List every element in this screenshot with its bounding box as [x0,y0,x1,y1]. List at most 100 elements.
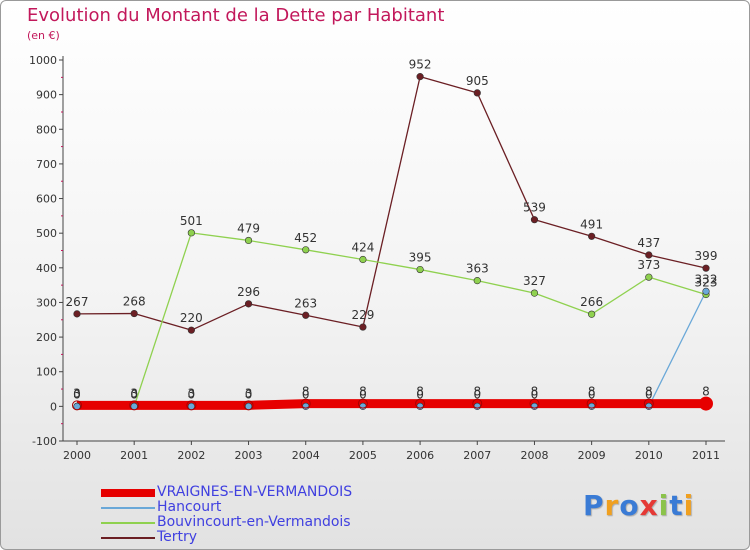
data-point-vraignes-en-vermandois [699,396,713,411]
data-label: 395 [409,251,432,265]
y-tick-label: 300 [36,296,57,309]
data-point-tertry [359,323,367,331]
data-label: 3 [245,386,253,400]
data-point-bouvincourt-en-vermandois [302,246,310,254]
x-tick-label: 2004 [292,449,320,462]
legend-label: Bouvincourt-en-Vermandois [157,514,351,530]
data-point-tertry [244,300,253,308]
data-label: 0 [531,387,539,401]
data-label: 0 [359,387,367,401]
data-label: 479 [237,221,260,235]
series-line-tertry [76,75,707,331]
data-label: 452 [294,231,317,245]
data-point-vraignes-en-vermandois [243,400,254,411]
data-point-bouvincourt-en-vermandois [530,289,539,297]
y-tick-label: 600 [36,193,57,206]
data-point-hancourt [302,402,310,410]
y-tick-label: 0 [50,400,57,413]
data-label: 0 [473,387,481,401]
data-label: 0 [416,387,424,401]
legend-swatch [101,507,155,509]
data-point-vraignes-en-vermandois [129,400,140,411]
y-tick-label: -100 [32,435,57,448]
data-label: 8 [588,385,596,399]
x-tick-label: 2006 [406,449,434,462]
data-point-vraignes-en-vermandois [186,400,197,411]
data-point-vraignes-en-vermandois [357,398,368,409]
data-point-vraignes-en-vermandois [72,400,82,411]
y-tick-label: 500 [36,227,57,240]
y-tick-label: 100 [36,366,57,379]
data-label: 501 [180,214,203,228]
data-point-hancourt [702,287,710,295]
data-label: 8 [531,385,539,399]
data-label: 905 [466,74,489,88]
y-tick-label: 1000 [29,54,57,67]
chart-title: Evolution du Montant de la Dette par Hab… [27,5,445,26]
data-label: 296 [237,285,260,299]
data-point-hancourt [588,402,596,410]
x-tick-label: 2011 [692,449,720,462]
chart-subtitle: (en €) [27,29,60,42]
data-label: 332 [695,272,718,286]
x-tick-label: 2005 [349,449,377,462]
x-tick-label: 2007 [463,449,491,462]
data-point-vraignes-en-vermandois [586,398,597,409]
data-point-hancourt [645,402,653,410]
y-tick-label: 200 [36,331,57,344]
data-label: 3 [188,386,196,400]
series-line-hancourt [77,291,707,408]
data-point-bouvincourt-en-vermandois [244,236,253,245]
data-point-tertry [416,73,424,81]
proxiti-logo: Proxiti [583,489,695,522]
data-point-hancourt [530,402,539,410]
legend-swatch [101,522,155,524]
data-label: 327 [523,274,546,288]
y-tick-label: 800 [36,123,57,136]
data-label: 8 [645,385,653,399]
data-point-tertry [302,311,310,319]
data-label: 491 [580,217,603,231]
data-label: 539 [523,201,546,215]
data-label: 3 [130,386,138,400]
data-point-vraignes-en-vermandois [415,398,426,409]
data-point-bouvincourt-en-vermandois [645,273,653,281]
data-label: 0 [73,387,81,401]
data-point-hancourt [416,402,424,410]
data-point-tertry [473,89,481,97]
data-label: 267 [66,295,89,309]
data-point-bouvincourt-en-vermandois [473,277,481,285]
data-label: 268 [123,295,146,309]
x-tick-label: 2010 [635,449,663,462]
data-point-vraignes-en-vermandois [472,398,483,409]
x-tick-label: 2001 [120,449,148,462]
y-tick-label: 700 [36,158,57,171]
data-point-tertry [187,326,195,334]
data-point-hancourt [473,402,481,410]
x-tick-label: 2008 [520,449,548,462]
legend-swatch [101,537,155,539]
x-tick-label: 2000 [63,449,91,462]
legend-swatch [101,489,155,497]
data-label: 0 [245,387,253,401]
data-point-tertry [588,232,596,240]
data-label: 8 [359,385,367,399]
data-point-vraignes-en-vermandois [529,398,540,409]
data-point-bouvincourt-en-vermandois [359,255,367,264]
data-label: 229 [351,308,374,322]
data-point-bouvincourt-en-vermandois [416,265,424,274]
data-label: 263 [294,296,317,310]
data-label: 266 [580,295,603,309]
data-point-tertry [645,251,653,259]
data-point-bouvincourt-en-vermandois [588,310,596,318]
data-label: 363 [466,262,489,276]
data-label: 0 [130,387,138,401]
data-label: 424 [351,241,374,255]
data-label: 0 [188,387,196,401]
data-label: 0 [645,387,653,401]
data-point-tertry [130,309,138,318]
data-point-tertry [73,310,81,318]
legend-label: Tertry [157,529,198,545]
series-line-bouvincourt-en-vermandois [77,232,707,408]
